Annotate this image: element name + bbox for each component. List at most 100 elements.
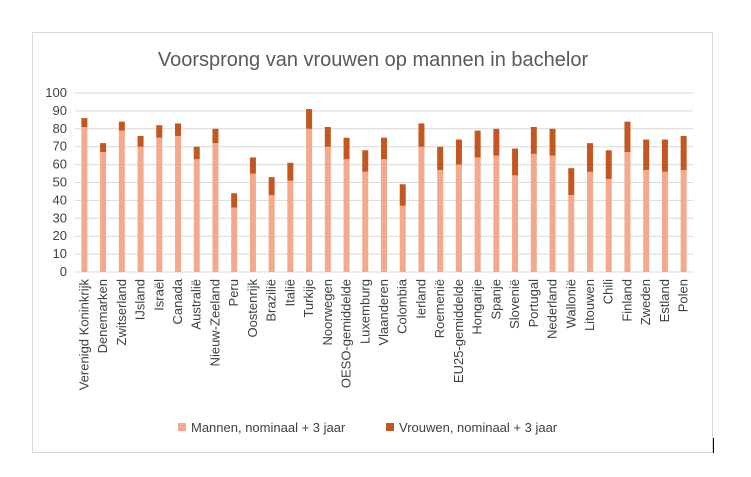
bar-vrouwen (193, 146, 200, 160)
bar-mannen (493, 155, 500, 272)
bar-vrouwen (661, 139, 668, 172)
bar-vrouwen (381, 137, 387, 160)
y-tick-label: 60 (53, 157, 67, 172)
bar-mannen (643, 169, 650, 272)
chart-frame: Voorsprong van vrouwen op mannen in bach… (32, 32, 713, 453)
bar-mannen (474, 157, 481, 272)
bar-mannen (624, 152, 631, 272)
bar-mannen (100, 152, 107, 272)
bar-mannen (362, 171, 369, 272)
bar-mannen (568, 195, 575, 272)
bar-mannen (287, 180, 294, 272)
bar-vrouwen (137, 135, 144, 147)
bar-vrouwen (643, 139, 650, 170)
bar-vrouwen (81, 118, 88, 128)
y-tick-label: 0 (60, 264, 67, 279)
bar-mannen (587, 171, 593, 272)
bar-vrouwen (268, 177, 275, 196)
y-tick-label: 30 (53, 210, 67, 225)
x-tick-label: Zweden (638, 279, 653, 325)
bar-mannen (137, 146, 144, 272)
x-tick-label: OESO-gemiddelde (339, 279, 354, 388)
bar-vrouwen (455, 139, 462, 165)
bar-mannen (661, 171, 668, 272)
bar-mannen (175, 135, 181, 272)
bar-mannen (193, 159, 200, 272)
bar-mannen (399, 205, 406, 272)
bar-vrouwen (624, 121, 631, 153)
legend-swatch (178, 423, 186, 431)
bar-vrouwen (324, 127, 331, 147)
x-tick-label: Wallonië (563, 279, 578, 328)
y-tick-label: 20 (53, 228, 67, 243)
chart-title: Voorsprong van vrouwen op mannen in bach… (158, 49, 589, 71)
x-tick-label: Polen (676, 279, 691, 312)
x-tick-label: Litouwen (582, 279, 597, 331)
x-tick-label: Estland (657, 279, 672, 322)
x-tick-label: Slovenië (507, 279, 522, 329)
x-tick-label: Brazilië (264, 279, 279, 322)
y-tick-label: 80 (53, 121, 67, 136)
x-tick-label: Zwitserland (114, 279, 129, 345)
bar-vrouwen (287, 162, 294, 181)
bar-vrouwen (362, 150, 369, 172)
y-tick-label: 40 (53, 192, 67, 207)
bar-vrouwen (343, 137, 350, 160)
x-tick-label: Noorwegen (320, 279, 335, 346)
bar-vrouwen (568, 168, 575, 196)
bar-vrouwen (549, 128, 556, 156)
x-tick-label: IJsland (133, 279, 148, 320)
x-tick-label: Australië (189, 279, 204, 330)
y-tick-label: 50 (53, 175, 67, 190)
legend-label: Mannen, nominaal + 3 jaar (191, 420, 346, 435)
x-tick-label: Verenigd Koninkrijk (76, 279, 91, 391)
legend-label: Vrouwen, nominaal + 3 jaar (399, 420, 558, 435)
bars (81, 109, 687, 272)
x-tick-label: Oostenrijk (245, 279, 260, 338)
bar-mannen (512, 175, 519, 272)
bar-mannen (118, 130, 125, 272)
legend-swatch (386, 423, 394, 431)
x-tick-label: Roemenië (432, 279, 447, 338)
y-tick-label: 10 (53, 246, 67, 261)
bar-mannen (605, 178, 612, 272)
bar-vrouwen (530, 127, 537, 154)
bar-mannen (418, 146, 425, 272)
bar-vrouwen (118, 121, 125, 131)
bar-vrouwen (437, 146, 444, 170)
bar-chart: Voorsprong van vrouwen op mannen in bach… (45, 49, 693, 435)
y-tick-label: 90 (53, 103, 67, 118)
x-tick-label: Nederland (545, 279, 560, 339)
bar-vrouwen (474, 130, 481, 158)
bar-vrouwen (249, 157, 256, 174)
x-tick-label: Hongarije (470, 279, 485, 335)
x-tick-label: Spanje (488, 279, 503, 319)
edge-marker (713, 438, 714, 453)
bar-mannen (268, 195, 275, 272)
bar-vrouwen (156, 125, 163, 138)
bar-mannen (343, 159, 350, 272)
bar-mannen (156, 137, 163, 272)
bar-mannen (231, 207, 238, 272)
bar-vrouwen (587, 143, 593, 172)
y-tick-label: 70 (53, 139, 67, 154)
x-tick-label: Italië (282, 279, 297, 306)
bar-vrouwen (399, 184, 406, 206)
bar-vrouwen (100, 143, 107, 153)
x-tick-label: Israël (151, 279, 166, 311)
x-tick-label: Chili (601, 279, 616, 304)
x-tick-label: Vlaanderen (376, 279, 391, 346)
x-tick-label: Turkije (301, 279, 316, 318)
bar-vrouwen (680, 135, 687, 170)
bar-mannen (324, 146, 331, 272)
bar-mannen (212, 143, 219, 272)
bar-vrouwen (493, 128, 500, 156)
bar-mannen (306, 128, 313, 272)
x-tick-label: EU25-gemiddelde (451, 279, 466, 383)
bar-vrouwen (418, 123, 425, 147)
x-tick-label: Denemarken (95, 279, 110, 353)
bar-mannen (381, 159, 387, 272)
bar-mannen (530, 153, 537, 272)
bar-mannen (81, 127, 88, 272)
x-tick-label: Colombia (395, 278, 410, 334)
